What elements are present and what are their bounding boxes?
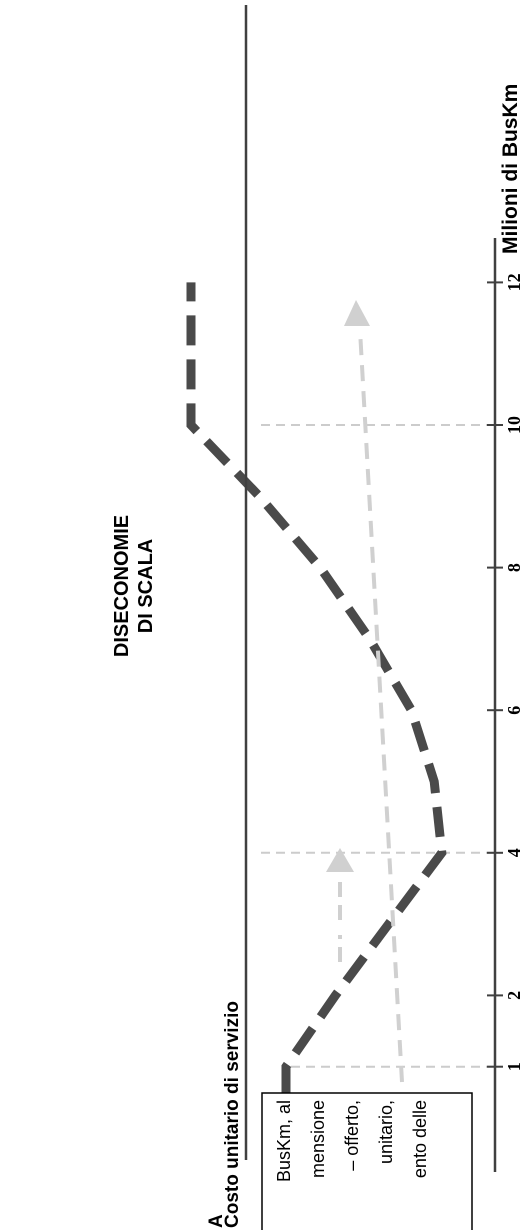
x-tick-label-6: 6 [504,706,524,715]
x-tick-label-8: 8 [504,563,524,572]
y-axis-label: Costo unitario di servizio [222,1001,243,1228]
x-tick-label-10: 10 [504,416,524,434]
annotation-diseconomie-line-2: DI SCALA [135,539,157,633]
callout-line: ento delle [410,1100,430,1178]
x-tick-label-2: 2 [504,991,524,1000]
callout-line: mensione [308,1100,328,1178]
annotation-arrow-economie [344,300,404,1083]
callout-text: BusKm, al mensione – offerto, unitario, ento… [274,1100,430,1182]
reference-lines [255,424,495,1068]
callout-line: BusKm, al [274,1100,294,1182]
callout-box [261,1092,473,1230]
callout-heading: A [206,1214,227,1228]
callout-line: – offerto, [342,1100,362,1171]
annotation-diseconomie-line-1: DISECONOMIE [111,515,133,657]
x-tick-label-12: 12 [504,273,524,291]
annotation-arrow-diseconomie [326,848,354,962]
x-tick-label-4: 4 [504,848,524,857]
series-line [186,282,447,1138]
x-tick-label-1: 1 [504,1062,524,1071]
callout-line: unitario, [376,1100,396,1164]
x-axis-label: Milioni di BusKm [499,84,522,254]
